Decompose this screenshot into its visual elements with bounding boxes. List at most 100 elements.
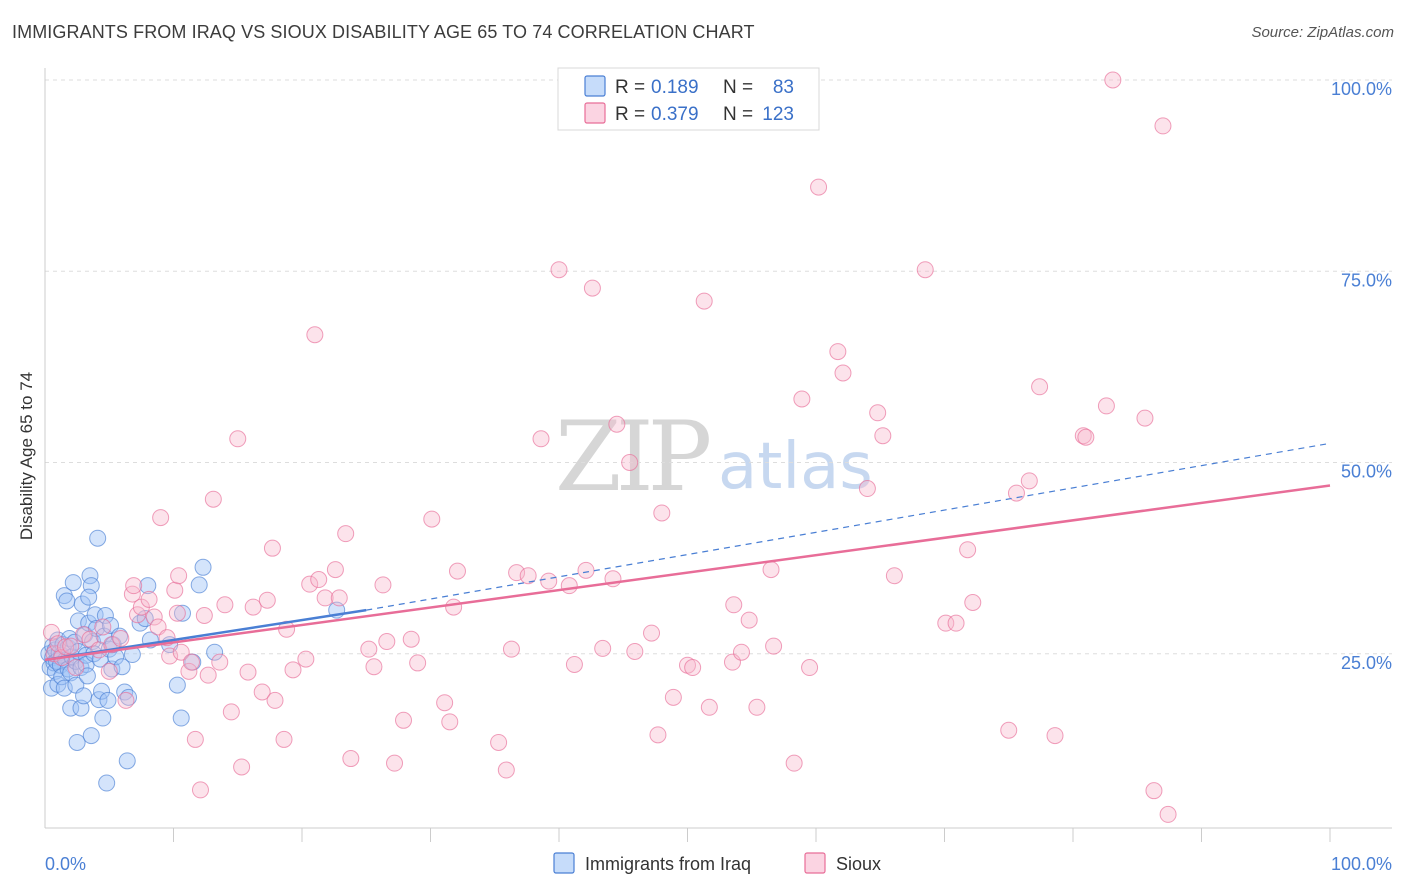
data-point <box>195 607 213 624</box>
data-point <box>145 608 163 626</box>
stats-swatch-sioux <box>584 102 606 124</box>
data-point <box>684 659 702 677</box>
stats-r-label-iraq: R = <box>615 77 645 98</box>
data-point <box>80 588 98 606</box>
x-axis-ticks <box>173 828 1331 842</box>
data-point <box>748 698 766 716</box>
data-point <box>129 606 147 624</box>
data-point <box>253 683 271 701</box>
data-point <box>409 654 427 672</box>
x-tick-label-min: 0.0% <box>45 854 86 874</box>
watermark: ZIP atlas <box>555 401 873 513</box>
data-point <box>565 655 583 673</box>
data-point <box>490 733 508 751</box>
data-point <box>222 703 240 721</box>
data-point <box>57 638 75 656</box>
data-point <box>626 642 644 660</box>
data-point <box>82 727 100 745</box>
data-point <box>166 581 184 599</box>
data-point <box>98 774 116 792</box>
data-point <box>402 630 420 648</box>
data-point <box>64 574 82 592</box>
series-sioux <box>42 71 1177 823</box>
data-point <box>194 558 212 576</box>
data-point <box>937 614 955 632</box>
trend-extension-iraq <box>366 442 1331 611</box>
data-point <box>62 699 80 717</box>
data-point <box>964 593 982 611</box>
data-point <box>75 687 93 705</box>
y-tick-label: 100.0% <box>1331 79 1392 99</box>
data-point <box>497 761 515 779</box>
data-point <box>186 730 204 748</box>
data-point <box>858 480 876 498</box>
data-point <box>885 567 903 585</box>
data-point <box>301 575 319 593</box>
data-point <box>168 604 186 622</box>
source-credit: Source: ZipAtlas.com <box>1251 24 1394 41</box>
data-point <box>152 509 170 527</box>
data-point <box>123 585 141 603</box>
axes <box>44 68 1392 829</box>
data-point <box>550 261 568 279</box>
stats-r-label-sioux: R = <box>615 104 645 125</box>
data-point <box>594 639 612 657</box>
data-point <box>834 364 852 382</box>
data-point <box>395 711 413 729</box>
data-point <box>608 415 626 433</box>
y-tick-label: 50.0% <box>1341 462 1392 482</box>
data-point <box>62 637 80 655</box>
data-point <box>583 279 601 297</box>
data-point <box>190 576 208 594</box>
data-point <box>445 598 463 616</box>
stats-swatch-iraq <box>584 75 606 97</box>
data-point <box>136 610 154 628</box>
data-point <box>306 326 324 344</box>
data-point <box>1154 117 1172 135</box>
data-point <box>275 730 293 748</box>
data-point <box>168 676 186 694</box>
data-point <box>621 454 639 471</box>
data-point <box>172 643 190 661</box>
data-point <box>120 688 138 706</box>
data-point <box>182 653 200 671</box>
data-point <box>94 709 112 727</box>
y-axis-label: Disability Age 65 to 74 <box>17 372 36 540</box>
data-point <box>140 590 158 608</box>
data-point <box>263 539 281 557</box>
data-point <box>695 292 713 310</box>
data-point <box>365 658 383 676</box>
data-point <box>233 758 251 776</box>
stats-n-value-sioux: 123 <box>762 104 794 125</box>
data-point <box>1104 71 1122 89</box>
data-point <box>173 604 191 622</box>
data-point <box>330 589 348 607</box>
stats-n-value-iraq: 83 <box>773 77 794 98</box>
stats-r-value-iraq: 0.189 <box>651 77 699 98</box>
data-point <box>386 754 404 772</box>
data-point <box>560 577 578 595</box>
data-point <box>204 490 222 508</box>
data-point <box>502 640 520 658</box>
data-point <box>947 614 965 632</box>
data-point <box>874 427 892 445</box>
data-point <box>239 663 257 681</box>
legend-swatch-sioux <box>804 852 826 874</box>
x-tick-label-max: 100.0% <box>1331 854 1392 874</box>
data-point <box>93 682 111 700</box>
data-point <box>216 596 234 614</box>
data-point <box>68 733 86 751</box>
stats-box: R = 0.189 N = 83 R = 0.379 N = 123 <box>557 67 820 131</box>
legend-swatch-iraq <box>553 852 575 874</box>
data-point <box>117 691 135 709</box>
data-point <box>577 561 595 579</box>
data-point <box>1077 428 1095 446</box>
data-point <box>762 561 780 579</box>
y-tick-labels: 25.0% 50.0% 75.0% 100.0% <box>1331 79 1392 673</box>
data-point <box>113 658 131 676</box>
data-point <box>337 525 355 543</box>
data-point <box>785 754 803 772</box>
stats-n-label-iraq: N = <box>723 77 753 98</box>
data-point <box>793 390 811 408</box>
